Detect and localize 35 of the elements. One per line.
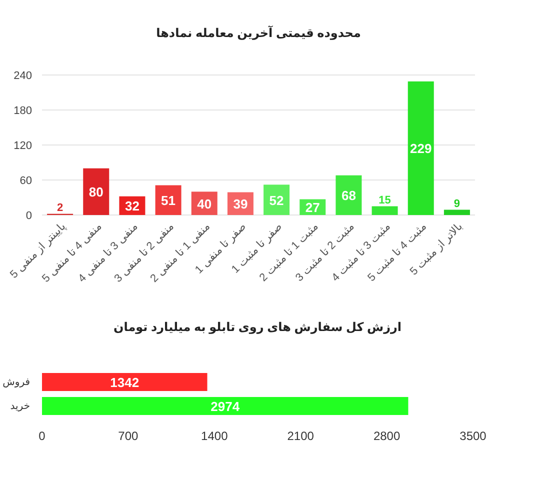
data-label: 51: [161, 193, 176, 208]
bar: [336, 175, 362, 215]
y-tick-label: 120: [14, 140, 32, 152]
x-tick-label: 1400: [201, 429, 228, 443]
data-label: 2: [56, 202, 64, 214]
chart-title: ارزش کل سفارش های روی تابلو به میلیارد تومان: [113, 320, 402, 334]
data-label: 27: [305, 200, 320, 216]
y-tick-label: فروش: [2, 377, 30, 388]
data-label: 40: [197, 196, 212, 212]
x-tick-label: 2800: [373, 429, 400, 443]
y-tick-label: خرید: [10, 401, 30, 412]
bar: [372, 206, 398, 215]
x-tick-label: 3500: [460, 429, 487, 443]
data-label: 15: [378, 194, 391, 206]
bar: [408, 81, 434, 215]
x-tick-label: 2100: [287, 429, 314, 443]
data-label: 1342: [110, 375, 140, 390]
data-label: 80: [88, 184, 104, 200]
y-tick-label: 180: [14, 105, 32, 117]
x-tick-label: 700: [118, 429, 139, 443]
y-tick-label: 60: [20, 175, 32, 187]
chart-title: محدوده قیمتی آخرین معامله نمادها: [156, 25, 361, 40]
bar: [264, 184, 290, 215]
data-label: 9: [454, 198, 460, 210]
data-label: 68: [341, 188, 356, 204]
y-tick-label: 240: [14, 70, 32, 82]
data-label: 32: [124, 198, 140, 214]
data-label: 39: [233, 196, 248, 212]
bar: [444, 210, 470, 215]
bar: [83, 168, 110, 215]
x-tick-label: 0: [38, 429, 46, 443]
y-tick-label: 0: [26, 210, 32, 222]
data-label: 52: [269, 192, 284, 208]
data-label: 2974: [210, 399, 240, 414]
data-label: 229: [410, 141, 432, 156]
